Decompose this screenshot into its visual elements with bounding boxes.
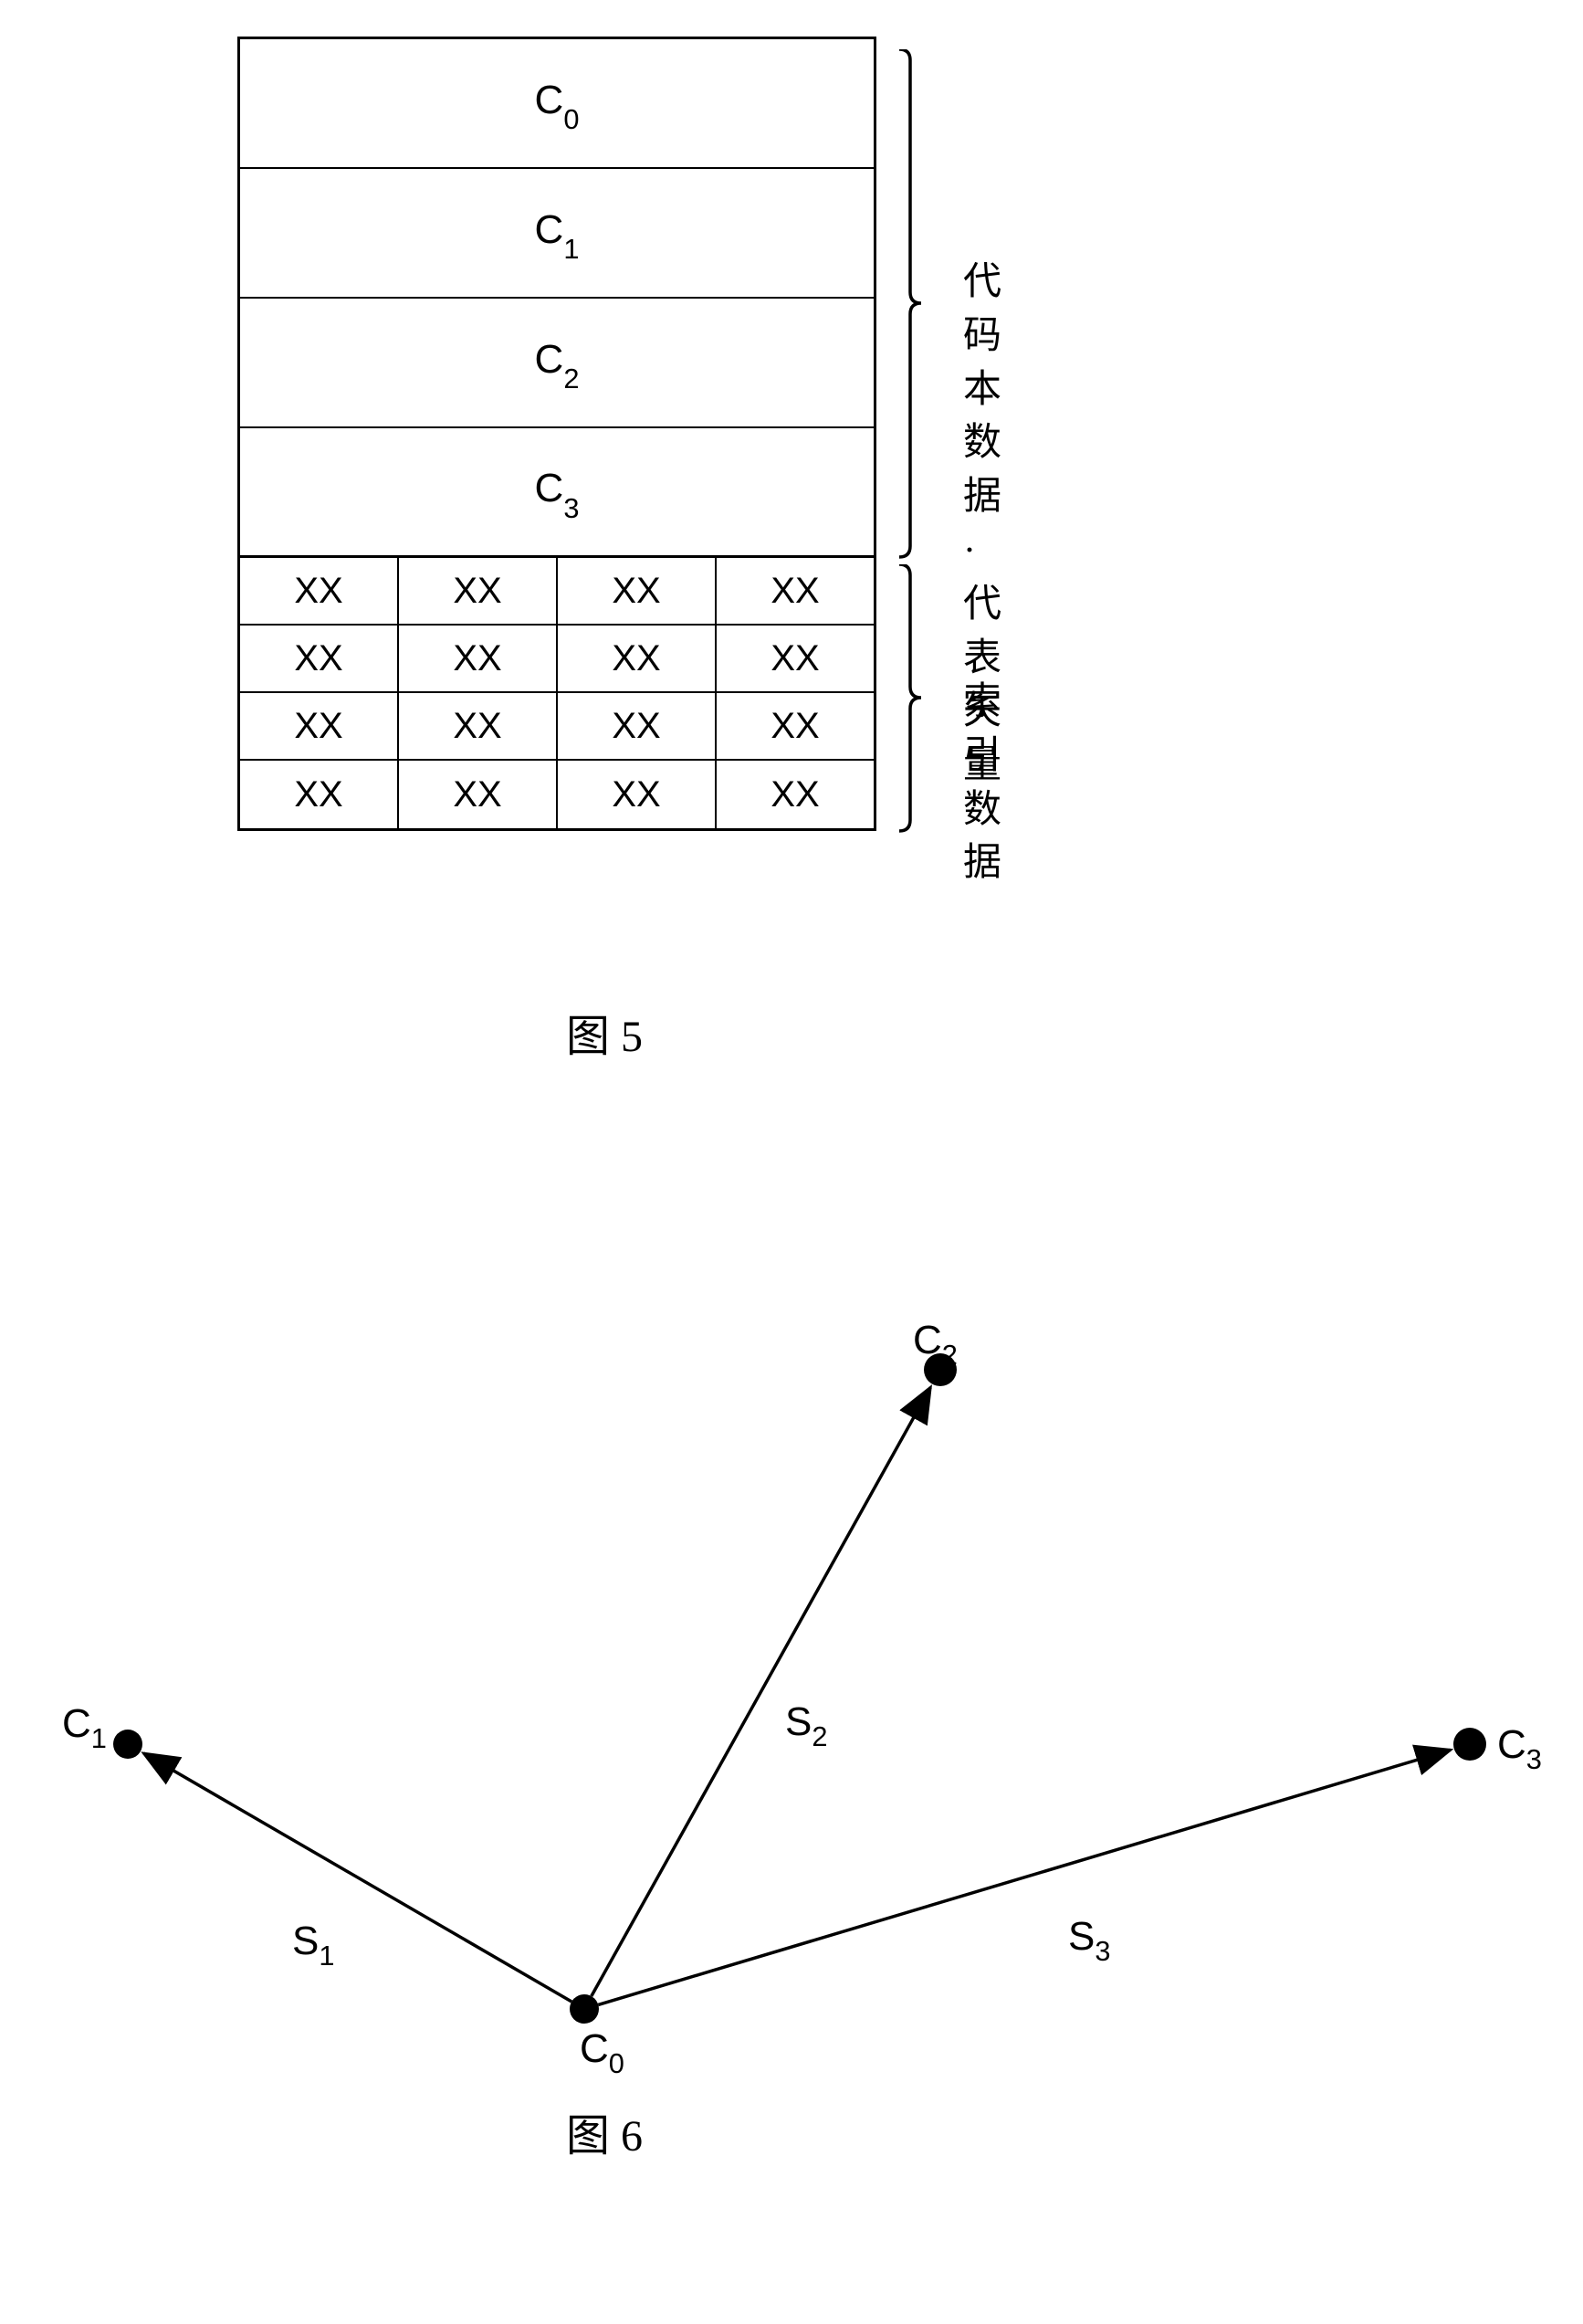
index-cell: XX xyxy=(558,761,717,828)
codebook-row: C3 xyxy=(240,428,874,558)
svg-text:S3: S3 xyxy=(1068,1914,1111,1967)
svg-text:S2: S2 xyxy=(785,1699,828,1752)
brace-index-icon xyxy=(895,564,949,847)
index-row: XX XX XX XX xyxy=(240,626,874,693)
svg-text:C1: C1 xyxy=(62,1701,107,1754)
codebook-row: C2 xyxy=(240,299,874,428)
figure-5: C0 C1 C2 C3 XX XX XX XX XX XX XX XX XX X… xyxy=(237,37,876,831)
codebook-row: C1 xyxy=(240,169,874,299)
index-cell: XX xyxy=(240,761,399,828)
index-cell: XX xyxy=(558,693,717,759)
index-cell: XX xyxy=(399,693,558,759)
codebook-row: C0 xyxy=(240,39,874,169)
index-cell: XX xyxy=(717,626,874,691)
svg-text:S1: S1 xyxy=(292,1919,335,1972)
index-cell: XX xyxy=(399,626,558,691)
index-cell: XX xyxy=(399,761,558,828)
codebook-label: C0 xyxy=(535,78,580,130)
fig5-caption: 图 5 xyxy=(566,1000,643,1064)
codebook-label: C3 xyxy=(535,466,580,518)
svg-text:图 6: 图 6 xyxy=(566,2112,643,2161)
data-table: C0 C1 C2 C3 XX XX XX XX XX XX XX XX XX X… xyxy=(237,37,876,831)
index-cell: XX xyxy=(399,558,558,624)
figure-6: S1S2S3C0C1C2C3图 6 xyxy=(37,1297,1543,2210)
index-row: XX XX XX XX xyxy=(240,693,874,761)
index-annotation: 索引数据 xyxy=(963,676,1001,890)
index-cell: XX xyxy=(558,558,717,624)
index-cell: XX xyxy=(240,693,399,759)
vector-diagram: S1S2S3C0C1C2C3图 6 xyxy=(37,1297,1543,2210)
svg-text:C0: C0 xyxy=(580,2026,624,2079)
index-cell: XX xyxy=(717,693,874,759)
index-cell: XX xyxy=(558,626,717,691)
index-cell: XX xyxy=(717,761,874,828)
index-cell: XX xyxy=(240,626,399,691)
codebook-label: C2 xyxy=(535,337,580,389)
svg-text:C3: C3 xyxy=(1497,1722,1542,1775)
index-cell: XX xyxy=(240,558,399,624)
codebook-label: C1 xyxy=(535,207,580,259)
index-row: XX XX XX XX xyxy=(240,761,874,828)
index-row: XX XX XX XX xyxy=(240,558,874,626)
index-cell: XX xyxy=(717,558,874,624)
brace-codebook-icon xyxy=(895,49,949,579)
